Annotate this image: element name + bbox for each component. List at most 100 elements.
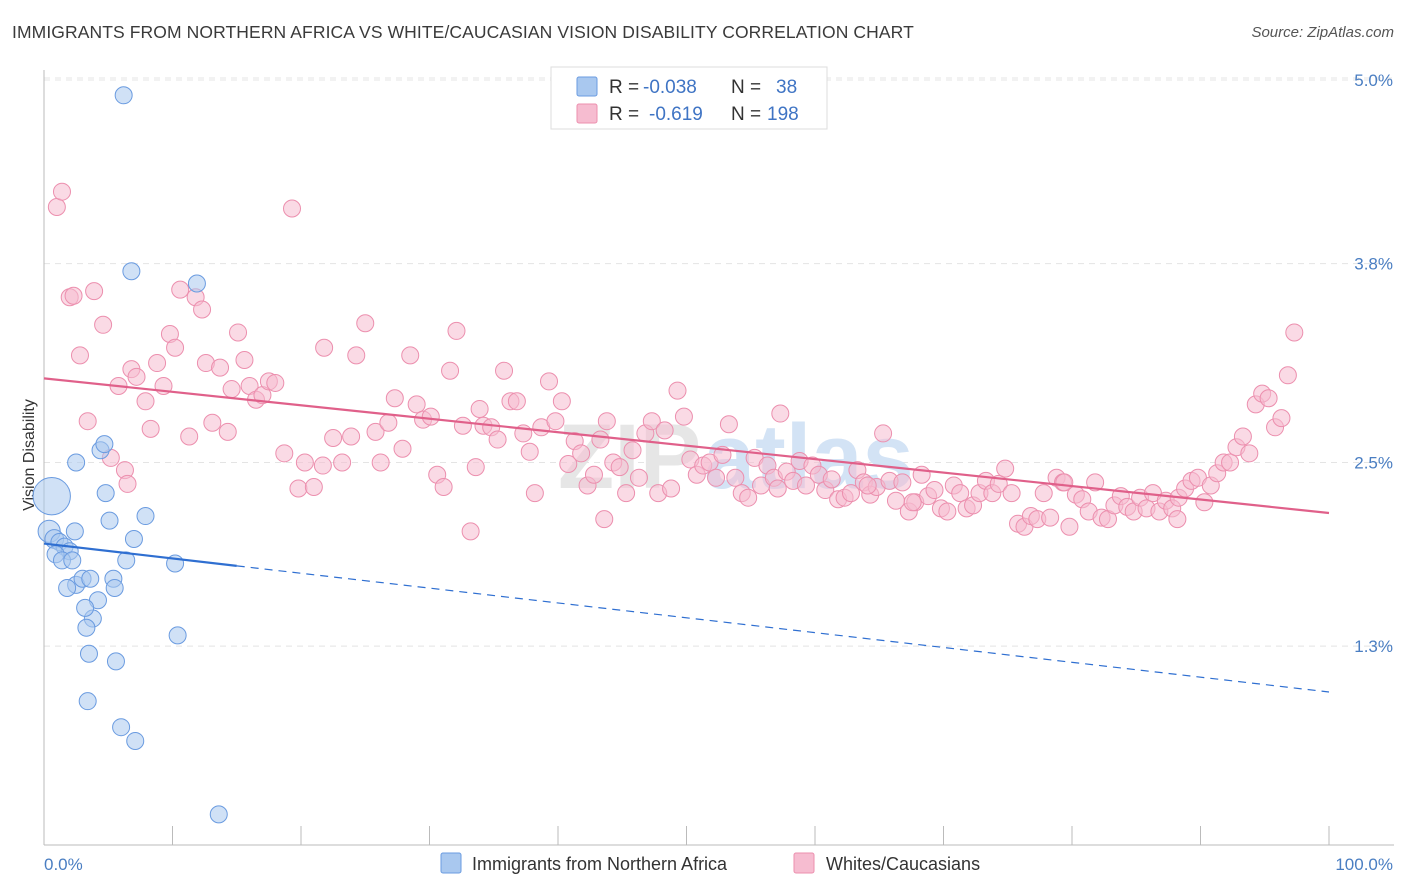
bottom-legend-swatch-pink	[793, 852, 815, 874]
point-whites	[385, 389, 404, 408]
y-tick-label: 3.8%	[1354, 255, 1393, 274]
point-immigrants	[65, 522, 84, 541]
point-whites	[938, 502, 957, 521]
trend-lines	[43, 377, 1330, 693]
point-whites	[655, 421, 674, 440]
point-whites	[313, 456, 332, 475]
point-whites	[203, 413, 222, 432]
point-whites	[668, 381, 687, 400]
point-whites	[356, 314, 375, 333]
point-whites	[525, 484, 544, 503]
point-whites	[874, 424, 893, 443]
point-whites	[1259, 389, 1278, 408]
point-whites	[304, 477, 323, 496]
point-whites	[925, 481, 944, 500]
point-whites	[275, 444, 294, 463]
bottom-legend-label-immigrants: Immigrants from Northern Africa	[472, 854, 728, 874]
point-whites	[229, 323, 248, 342]
point-whites	[218, 422, 237, 441]
x-tick-marks	[43, 826, 1330, 845]
point-whites	[903, 493, 922, 512]
point-whites	[421, 407, 440, 426]
point-immigrants	[122, 262, 141, 281]
point-whites	[507, 392, 526, 411]
point-whites	[289, 479, 308, 498]
point-whites	[1086, 473, 1105, 492]
point-immigrants	[58, 578, 77, 597]
point-whites	[597, 412, 616, 431]
point-whites	[662, 479, 681, 498]
point-immigrants	[126, 731, 145, 750]
y-tick-labels: 1.3% 2.5% 3.8% 5.0%	[1354, 71, 1393, 656]
point-whites	[540, 372, 559, 391]
point-whites	[64, 286, 83, 305]
y-axis-label: Vision Disability	[21, 399, 38, 511]
y-tick-label: 1.3%	[1354, 637, 1393, 656]
point-whites	[674, 407, 693, 426]
point-whites	[1233, 427, 1252, 446]
legend-r-label-2: R =	[609, 104, 639, 125]
point-whites	[136, 392, 155, 411]
legend-n-value-1: 38	[776, 77, 797, 98]
legend-r-label-1: R =	[609, 77, 639, 98]
chart-title: IMMIGRANTS FROM NORTHERN AFRICA VS WHITE…	[12, 22, 914, 42]
point-whites	[1168, 510, 1187, 529]
point-whites	[470, 399, 489, 418]
point-whites	[333, 453, 352, 472]
legend-r-value-1: -0.038	[643, 77, 697, 98]
point-immigrants	[77, 618, 96, 637]
point-whites	[1041, 508, 1060, 527]
point-whites	[85, 282, 104, 301]
point-whites	[222, 380, 241, 399]
trend-line-immigrants-solid	[43, 542, 237, 567]
point-whites	[324, 429, 343, 448]
point-whites	[1278, 366, 1297, 385]
point-whites	[841, 484, 860, 503]
point-whites	[771, 404, 790, 423]
y-tick-label: 5.0%	[1354, 71, 1393, 90]
source-label: Source: ZipAtlas.com	[1251, 24, 1394, 41]
point-immigrants	[136, 507, 155, 526]
point-immigrants	[106, 652, 125, 671]
point-immigrants	[124, 530, 143, 548]
point-whites	[951, 484, 970, 503]
point-whites	[180, 427, 199, 446]
point-whites	[552, 392, 571, 411]
point-whites	[453, 416, 472, 435]
point-whites	[1240, 444, 1259, 463]
point-whites	[141, 419, 160, 438]
point-whites	[719, 415, 738, 434]
legend-n-label-2: N =	[731, 104, 761, 125]
point-whites	[466, 458, 485, 477]
trend-line-immigrants-dashed	[236, 565, 1330, 693]
point-whites	[235, 350, 254, 369]
point-whites	[893, 473, 912, 492]
point-whites	[595, 510, 614, 529]
point-immigrants	[187, 274, 206, 293]
point-immigrants	[63, 551, 82, 570]
point-whites	[127, 367, 146, 386]
point-whites	[591, 430, 610, 449]
x-tick-label-min: 0.0%	[44, 855, 83, 874]
point-whites	[347, 346, 366, 365]
point-whites	[1002, 484, 1021, 503]
point-immigrants	[81, 569, 100, 588]
point-immigrants	[209, 805, 228, 824]
point-whites	[193, 300, 212, 319]
point-immigrants	[105, 578, 124, 597]
point-whites	[520, 442, 539, 461]
point-whites	[148, 354, 167, 373]
y-tick-label: 2.5%	[1354, 454, 1393, 473]
point-immigrants	[79, 644, 98, 663]
point-immigrants	[112, 718, 131, 737]
bottom-legend-label-whites: Whites/Caucasians	[826, 854, 980, 874]
point-whites	[996, 459, 1015, 478]
axes	[43, 70, 1394, 846]
point-immigrants	[100, 511, 119, 530]
point-whites	[441, 361, 460, 380]
point-whites	[559, 455, 578, 474]
point-whites	[94, 315, 113, 334]
legend-swatch-blue	[576, 76, 598, 97]
point-whites	[78, 412, 97, 431]
series-whites-points	[47, 182, 1304, 541]
